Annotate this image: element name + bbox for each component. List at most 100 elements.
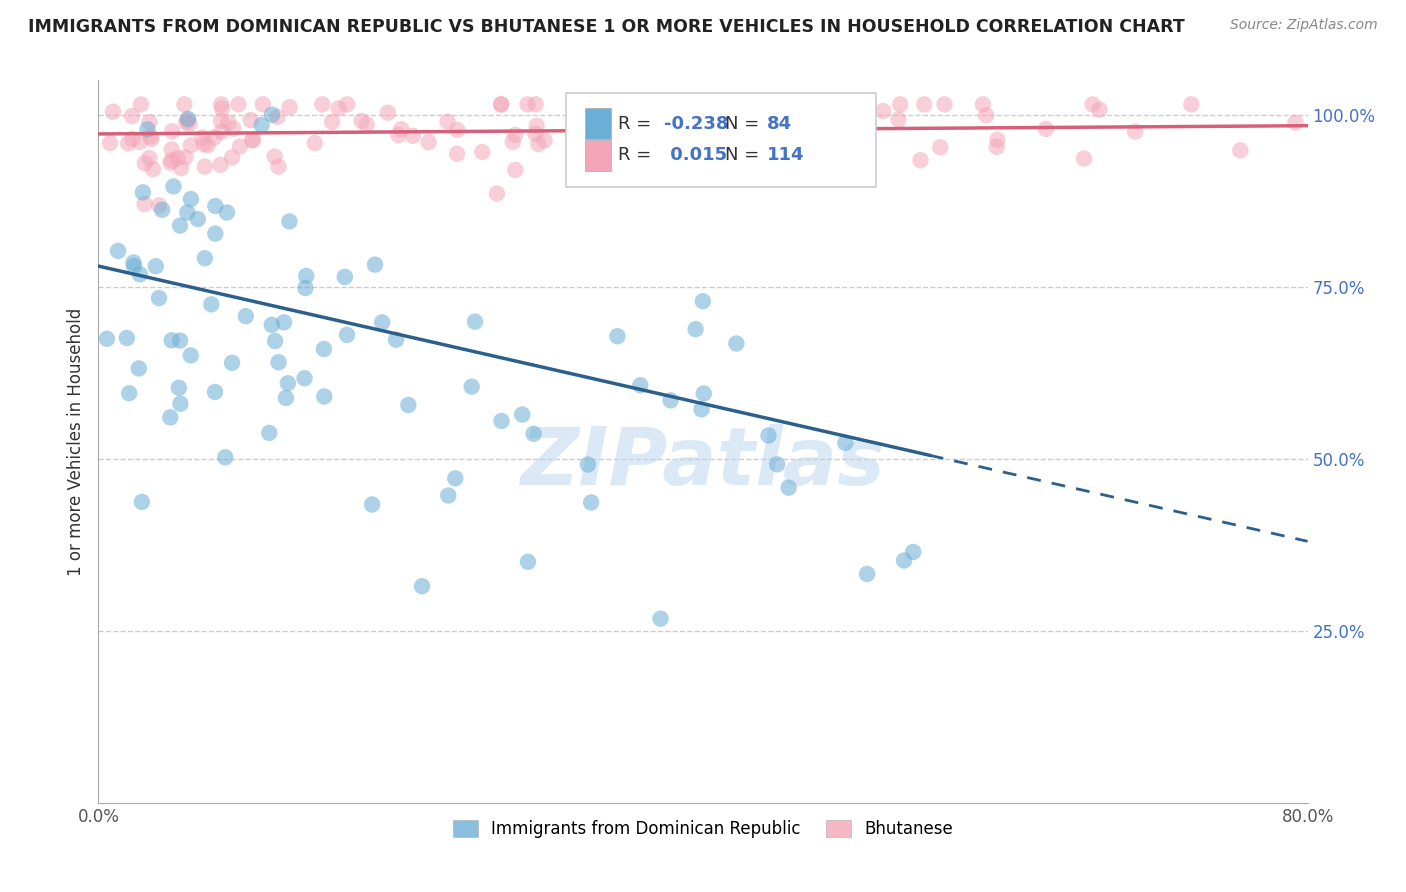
Point [815,142,838,156]
Point [209,97,232,112]
Point [524,127,547,141]
Point [122,259,145,273]
Point [138,151,160,165]
Point [159,410,181,425]
Point [180,138,202,153]
Point [377,105,399,120]
Point [314,389,336,403]
Point [173,97,195,112]
Point [853,154,876,169]
Point [522,426,544,441]
Point [503,162,526,177]
Point [202,130,225,145]
Point [396,398,419,412]
Point [160,334,183,348]
Point [385,333,408,347]
Point [278,100,301,114]
Point [751,97,773,112]
Point [389,122,412,136]
Point [758,428,780,442]
Point [350,114,373,128]
Point [294,281,316,295]
Point [685,322,707,336]
Point [96,332,118,346]
Point [217,115,239,129]
Point [1081,97,1104,112]
Point [628,378,651,392]
Point [912,97,935,112]
Point [162,124,184,138]
Point [526,119,548,133]
Point [128,268,150,282]
Point [444,471,467,485]
Point [136,122,159,136]
Point [169,219,191,233]
Text: N =: N = [724,115,765,133]
Point [200,297,222,311]
Point [510,408,533,422]
Text: R =: R = [619,146,658,164]
Point [176,113,198,128]
Point [180,348,202,362]
Point [638,97,661,112]
Point [579,495,602,509]
Point [98,136,121,150]
Point [215,205,238,219]
Point [191,130,214,145]
Point [221,151,243,165]
Point [524,97,547,112]
Point [437,488,460,502]
Point [527,137,550,152]
Point [568,129,591,144]
Point [643,164,665,178]
Point [194,160,217,174]
Point [502,135,524,149]
Point [974,108,997,122]
Point [336,327,359,342]
Point [294,371,316,385]
Point [485,186,508,201]
Point [242,133,264,147]
Point [579,149,602,163]
Point [436,114,458,128]
Point [121,132,143,146]
Point [128,361,150,376]
Point [239,113,262,128]
Point [986,133,1008,147]
Point [356,117,378,131]
Point [121,109,143,123]
Point [1123,124,1146,138]
Point [139,129,162,144]
Text: 114: 114 [768,146,804,164]
Point [169,397,191,411]
Text: 0.015: 0.015 [664,146,727,164]
Point [267,160,290,174]
Point [150,202,173,217]
Point [162,179,184,194]
Point [460,379,482,393]
Point [986,140,1008,154]
Point [489,97,512,112]
Point [893,553,915,567]
Point [176,205,198,219]
Point [263,150,285,164]
Point [516,97,538,112]
Point [118,386,141,401]
Point [446,123,468,137]
Point [1180,97,1202,112]
Point [107,244,129,258]
Text: -0.238: -0.238 [664,115,728,133]
Point [295,268,318,283]
Point [176,115,198,129]
Point [101,104,124,119]
Point [250,118,273,132]
Point [134,197,156,211]
Point [266,110,288,124]
Point [204,227,226,241]
Bar [585,109,612,139]
Point [277,376,299,391]
Point [910,153,932,168]
Point [138,115,160,129]
Text: IMMIGRANTS FROM DOMINICAN REPUBLIC VS BHUTANESE 1 OR MORE VEHICLES IN HOUSEHOLD : IMMIGRANTS FROM DOMINICAN REPUBLIC VS BH… [28,18,1185,36]
Point [889,97,911,112]
